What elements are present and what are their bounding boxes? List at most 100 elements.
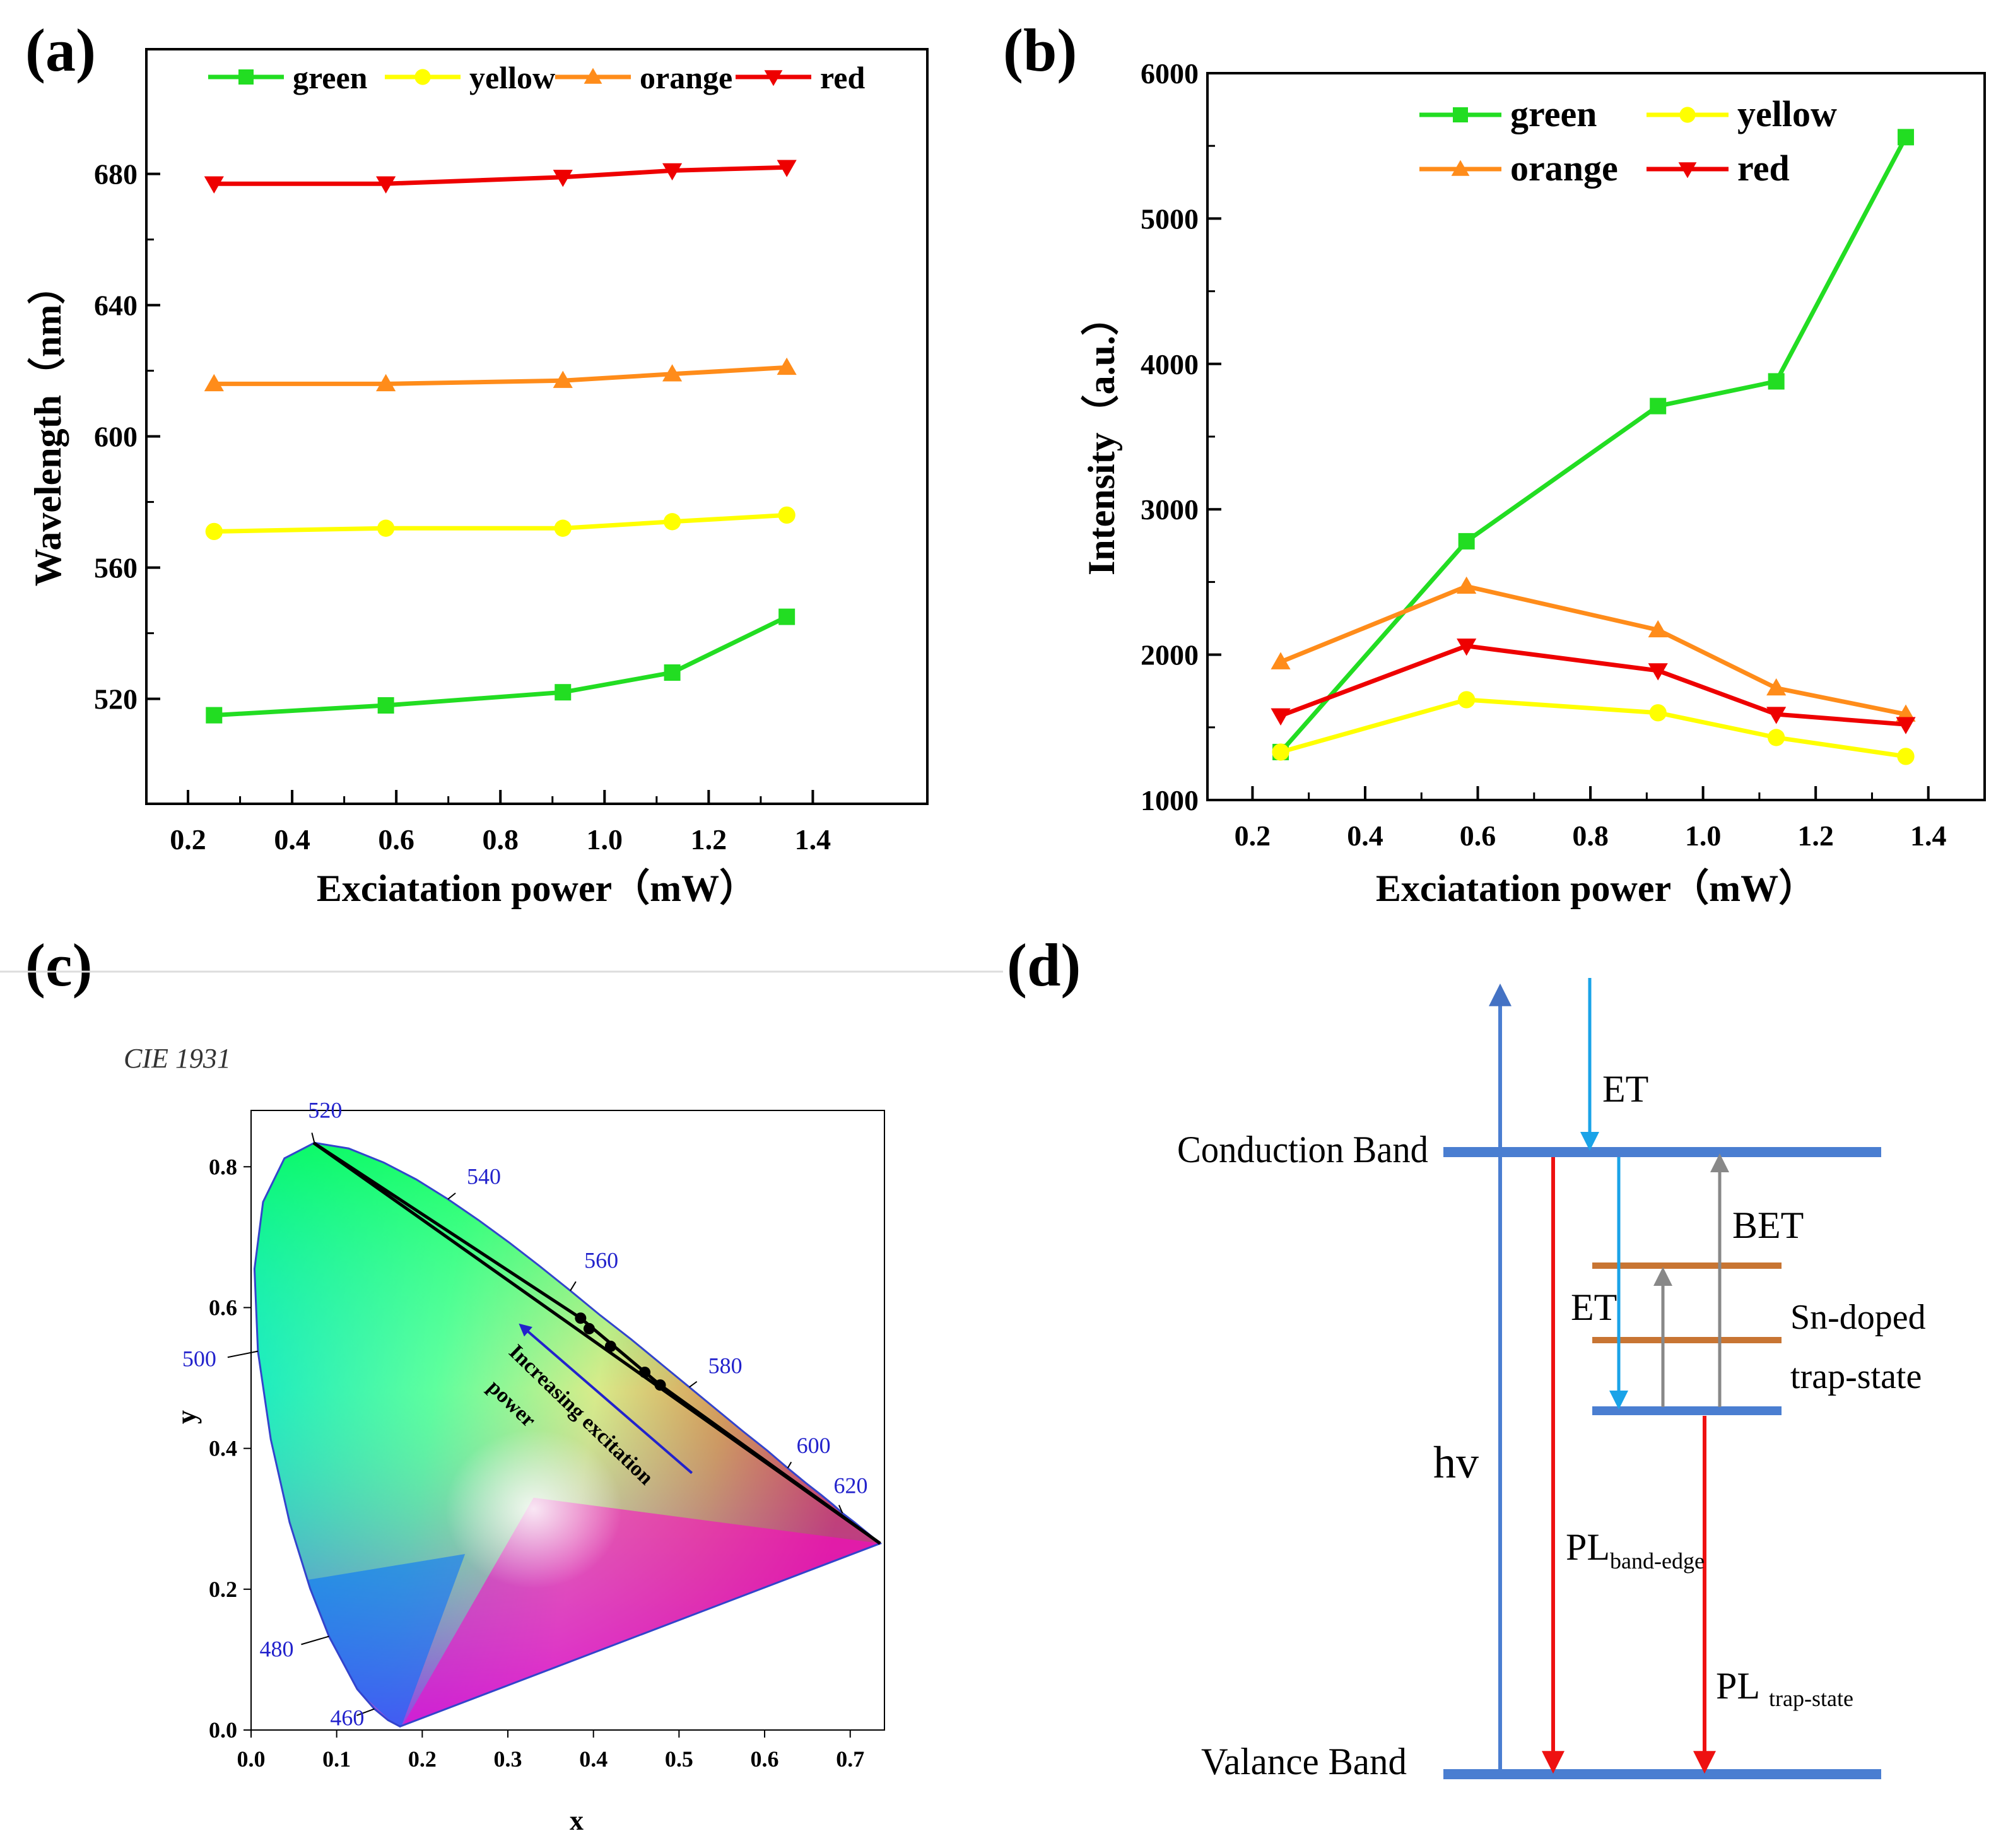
cie-x-tick-label: 0.6 [751,1746,779,1772]
data-point-orange [204,374,224,392]
data-point-green [555,684,572,701]
cie-data-point [583,1322,595,1334]
data-point-red [777,160,797,177]
series-line-red [214,165,787,186]
x-tick-label: 0.6 [1460,820,1496,852]
x-tick-label: 1.4 [1910,820,1947,852]
wavelength-label: 500 [182,1346,216,1372]
x-tick-label: 1.0 [587,823,623,856]
legend-marker-green [1453,107,1468,122]
cie-y-tick-label: 0.4 [209,1436,237,1461]
data-point-red [1896,717,1916,734]
legend-marker-red [1678,162,1697,179]
wavelength-tick [838,1505,843,1514]
legend-label-green: green [293,60,368,95]
panel-b-x-label: Exciatation power（mW） [1376,867,1816,909]
pl-trap-state-main: PL [1716,1665,1760,1707]
data-point-yellow [205,522,223,541]
data-point-green [778,608,795,625]
sn-doped-label: Sn-doped [1790,1298,1926,1337]
pl-band-edge-main: PL [1566,1526,1610,1568]
cie-data-point [639,1367,651,1379]
series-line-yellow [1280,697,1906,759]
x-tick-label: 0.6 [378,823,414,856]
y-tick-label: 520 [94,683,138,715]
data-point-red [376,176,396,194]
x-tick-label: 0.4 [274,823,310,856]
cie-fill-white [407,1384,660,1611]
data-point-green [377,697,394,714]
panel-d: (d) Conduction Band Valance Band hv ET E… [1007,931,1926,1782]
wavelength-tick [227,1350,259,1358]
x-tick-label: 0.2 [1235,820,1271,852]
data-point-green [206,707,223,724]
pl-trap-state-label: PL trap-state [1716,1665,1853,1711]
data-point-yellow [1897,748,1915,765]
cie-y-tick-label: 0.0 [209,1717,237,1743]
cie-data-point [654,1379,666,1391]
trap-state-label: trap-state [1790,1357,1922,1396]
data-point-orange [376,374,396,392]
pl-band-edge-sub: band-edge [1610,1548,1705,1574]
y-tick-label: 3000 [1141,493,1199,526]
panel-c-label: (c) [25,931,93,999]
data-point-orange [662,364,683,382]
cie-x-tick-label: 0.3 [494,1746,522,1772]
panel-c-title: CIE 1931 [124,1043,231,1074]
cie-x-tick-label: 0.7 [836,1746,864,1772]
wavelength-tick [787,1461,792,1469]
x-tick-label: 1.0 [1685,820,1722,852]
data-point-red [1271,708,1291,726]
panel-a: (a) 0.2 0.4 0.6 0.8 1.0 1.2 1.4 520 560 600 640 680… [25,16,929,909]
data-point-green [1650,397,1667,415]
wavelength-tick [356,1708,375,1716]
et-top-label: ET [1602,1068,1648,1110]
data-point-red [1648,663,1668,681]
data-point-orange [777,357,797,375]
panel-c-y-label: y [171,1410,202,1424]
cie-locus-outline [253,1141,883,1728]
wavelength-label: 480 [259,1637,293,1662]
cie-data-point [575,1312,587,1324]
panel-a-x-label: Exciatation power（mW） [317,867,757,909]
conduction-band-label: Conduction Band [1177,1129,1428,1170]
cie-gamut-fill [254,1143,881,1727]
panel-c-axes: 0.0 0.1 0.2 0.3 0.4 0.5 0.6 0.7 0.0 0.2 0.4 0.6 0.8 [209,1154,864,1772]
hv-label: hv [1433,1437,1479,1488]
series-line-green [214,615,788,718]
series-line-orange [1279,584,1906,717]
wavelength-label: 460 [330,1705,364,1731]
data-point-orange [1648,620,1668,638]
wavelength-tick [570,1281,577,1292]
series-line-yellow [214,512,787,534]
legend-marker-yellow [1679,107,1696,123]
wavelength-label: 520 [308,1097,342,1122]
series-line-red [1279,644,1906,727]
y-tick-label: 640 [94,290,138,322]
legend-label-orange: orange [1510,148,1618,189]
x-tick-label: 0.8 [1572,820,1609,852]
legend-label-red: red [1737,148,1790,189]
cie-x-tick-label: 0.4 [579,1746,608,1772]
y-tick-label: 1000 [1141,784,1199,816]
cie-gamut [253,1141,883,1728]
increasing-excitation-arrow [519,1323,693,1474]
data-point-orange [553,370,573,388]
panel-a-legend: green yellow orange red [208,60,865,95]
data-point-red [204,176,224,194]
panel-a-plot-frame [145,48,929,805]
y-tick-label: 4000 [1141,348,1199,380]
data-point-green [1898,129,1915,146]
data-point-green [1768,373,1785,390]
data-point-green [664,664,681,681]
series-line-orange [214,365,787,386]
cie-y-tick-label: 0.2 [209,1577,237,1602]
legend-label-yellow: yellow [469,60,555,95]
wavelength-tick [301,1635,329,1645]
y-tick-label: 6000 [1141,57,1199,90]
y-tick-label: 680 [94,158,138,191]
data-point-green [1458,533,1475,550]
et-mid-label: ET [1571,1286,1617,1328]
data-point-red [1457,639,1477,656]
